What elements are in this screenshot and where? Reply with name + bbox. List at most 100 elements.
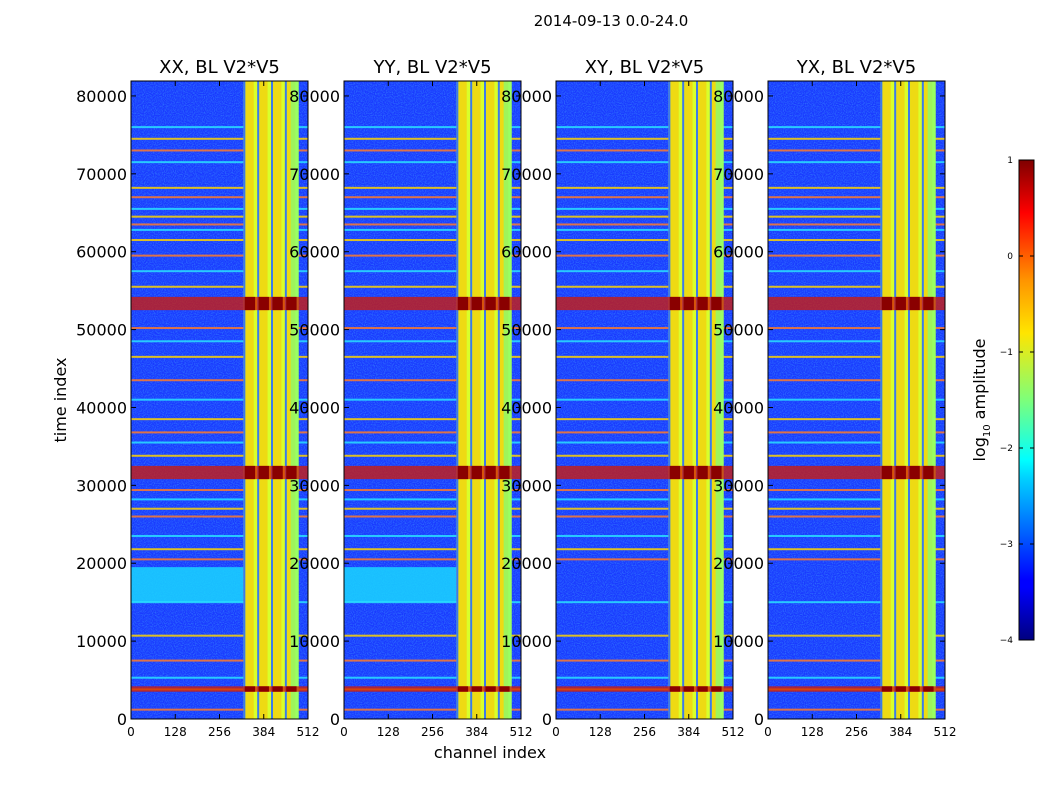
y-tick-label: 30000 bbox=[713, 476, 764, 495]
colorbar-tick-label: 1 bbox=[1007, 156, 1013, 166]
rfi-line bbox=[131, 534, 308, 537]
rfi-line bbox=[344, 327, 521, 330]
y-tick-label: 10000 bbox=[76, 632, 127, 651]
rfi-line bbox=[768, 708, 945, 711]
rfi-substripe bbox=[472, 81, 481, 719]
y-tick-label: 0 bbox=[117, 710, 127, 729]
x-tick-label: 256 bbox=[845, 725, 868, 739]
rfi-line bbox=[768, 676, 945, 679]
y-tick-label: 80000 bbox=[501, 87, 552, 106]
strong-rfi-cell bbox=[923, 686, 934, 692]
rfi-line bbox=[556, 601, 733, 604]
rfi-line bbox=[556, 708, 733, 711]
rfi-gap bbox=[682, 81, 685, 719]
rfi-line bbox=[131, 270, 308, 273]
y-tick-label: 10000 bbox=[713, 632, 764, 651]
rfi-line bbox=[768, 285, 945, 288]
rfi-line bbox=[556, 207, 733, 210]
rfi-substripe bbox=[684, 81, 693, 719]
rfi-line bbox=[131, 498, 308, 501]
strong-rfi-cell bbox=[272, 296, 283, 311]
strong-rfi-cell bbox=[457, 686, 469, 692]
rfi-line bbox=[556, 558, 733, 561]
rfi-line bbox=[768, 418, 945, 421]
rfi-gap bbox=[284, 81, 287, 719]
strong-rfi-cell bbox=[286, 686, 297, 692]
strong-rfi-cell bbox=[697, 686, 708, 692]
x-tick-label: 128 bbox=[377, 725, 400, 739]
rfi-line bbox=[768, 196, 945, 199]
strong-rfi-cell bbox=[258, 465, 269, 480]
rfi-line bbox=[131, 340, 308, 343]
y-tick-label: 20000 bbox=[289, 554, 340, 573]
rfi-line bbox=[556, 285, 733, 288]
x-tick-label: 0 bbox=[127, 725, 135, 739]
rfi-line bbox=[131, 676, 308, 679]
x-tick-label: 512 bbox=[510, 725, 533, 739]
strong-rfi-row bbox=[768, 686, 945, 692]
rfi-line bbox=[768, 186, 945, 189]
rfi-line bbox=[131, 454, 308, 457]
rfi-line bbox=[768, 398, 945, 401]
rfi-line bbox=[344, 223, 521, 226]
x-tick-label: 384 bbox=[677, 725, 700, 739]
rfi-line bbox=[131, 196, 308, 199]
rfi-line bbox=[556, 431, 733, 434]
rfi-line bbox=[131, 507, 308, 510]
rfi-line bbox=[556, 489, 733, 492]
strong-rfi-cell bbox=[258, 296, 269, 311]
rfi-line bbox=[344, 498, 521, 501]
y-tick-label: 30000 bbox=[501, 476, 552, 495]
rfi-substripe bbox=[910, 81, 919, 719]
strong-rfi-cell bbox=[258, 686, 269, 692]
rfi-line bbox=[556, 454, 733, 457]
rfi-gap bbox=[257, 81, 260, 719]
rfi-edge bbox=[927, 81, 936, 719]
y-tick-label: 60000 bbox=[76, 243, 127, 262]
x-tick-label: 384 bbox=[889, 725, 912, 739]
rfi-line bbox=[344, 228, 521, 231]
rfi-line bbox=[556, 228, 733, 231]
y-tick-label: 40000 bbox=[501, 398, 552, 417]
rfi-line bbox=[768, 223, 945, 226]
colorbar-tick-label: 0 bbox=[1007, 252, 1013, 262]
rfi-line bbox=[131, 355, 308, 358]
strong-rfi-cell bbox=[485, 296, 496, 311]
rfi-line bbox=[131, 215, 308, 218]
strong-rfi-cell bbox=[669, 465, 681, 480]
rfi-line bbox=[344, 515, 521, 518]
rfi-gap bbox=[470, 81, 473, 719]
panel-title: XY, BL V2*V5 bbox=[585, 57, 704, 78]
rfi-line bbox=[131, 137, 308, 140]
strong-rfi-row bbox=[131, 686, 308, 692]
rfi-line bbox=[344, 548, 521, 551]
strong-rfi-cell bbox=[711, 686, 722, 692]
rfi-substripe bbox=[698, 81, 707, 719]
strong-rfi-cell bbox=[697, 296, 708, 311]
rfi-line bbox=[131, 149, 308, 152]
strong-rfi-cell bbox=[499, 465, 510, 480]
rfi-line bbox=[131, 379, 308, 382]
rfi-line bbox=[556, 239, 733, 242]
strong-rfi-cell bbox=[272, 686, 283, 692]
y-tick-label: 50000 bbox=[76, 321, 127, 340]
rfi-line bbox=[131, 285, 308, 288]
rfi-line bbox=[556, 634, 733, 637]
strong-rfi-cell bbox=[499, 686, 510, 692]
rfi-line bbox=[131, 515, 308, 518]
rfi-line bbox=[556, 418, 733, 421]
rfi-line bbox=[768, 441, 945, 444]
rfi-edge bbox=[715, 81, 724, 719]
figure-suptitle: 2014-09-13 0.0-24.0 bbox=[533, 12, 689, 30]
strong-rfi-cell bbox=[895, 465, 906, 480]
rfi-line bbox=[131, 418, 308, 421]
strong-rfi-cell bbox=[669, 686, 681, 692]
x-tick-label: 512 bbox=[934, 725, 957, 739]
rfi-line bbox=[556, 398, 733, 401]
elevated-band bbox=[131, 567, 244, 603]
rfi-line bbox=[344, 137, 521, 140]
rfi-line bbox=[344, 601, 521, 604]
colorbar-tick-label: −1 bbox=[1000, 348, 1013, 358]
y-tick-label: 0 bbox=[754, 710, 764, 729]
rfi-line bbox=[556, 507, 733, 510]
